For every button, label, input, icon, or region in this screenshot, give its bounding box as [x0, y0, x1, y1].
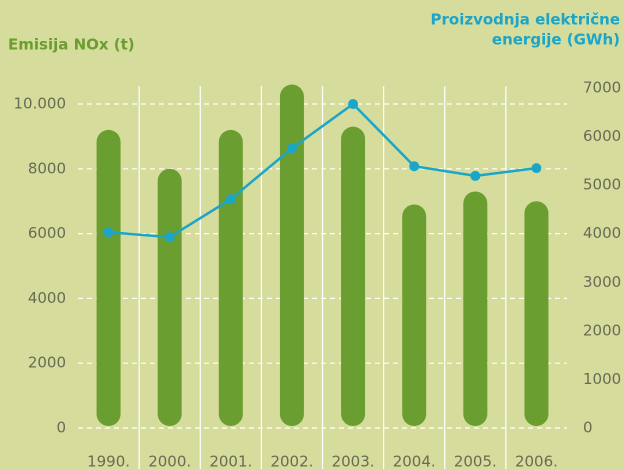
y2-tick-label: 2000: [583, 321, 621, 339]
bar: [279, 84, 304, 426]
bar: [402, 204, 427, 426]
line-point: [470, 170, 481, 181]
line-point: [531, 163, 542, 174]
y2-axis-title: energije (GWh): [492, 31, 620, 49]
line-point: [225, 194, 236, 205]
y2-tick-label: 4000: [583, 224, 621, 242]
x-tick-label: 2002.: [270, 453, 313, 469]
y-tick-label: 2000: [28, 354, 66, 372]
line-point: [164, 232, 175, 243]
y2-tick-label: 6000: [583, 127, 621, 145]
bar: [463, 191, 488, 426]
bar: [524, 201, 549, 426]
y-tick-label: 0: [56, 419, 66, 437]
line: [108, 102, 537, 239]
line-point: [103, 227, 114, 238]
line-point: [348, 99, 359, 110]
y2-tick-label: 5000: [583, 176, 621, 194]
y2-tick-label: 3000: [583, 273, 621, 291]
y2-axis-title: Proizvodnja električne: [431, 11, 620, 29]
y2-tick-label: 0: [583, 419, 593, 437]
x-tick-label: 2003.: [332, 453, 375, 469]
y2-tick-label: 7000: [583, 79, 621, 97]
bar: [341, 126, 366, 427]
y-tick-label: 4000: [28, 289, 66, 307]
y-axis-title: Emisija NOx (t): [8, 36, 135, 54]
line-point: [409, 161, 420, 172]
bar: [157, 168, 182, 427]
x-tick-label: 2005.: [454, 453, 497, 469]
y-tick-label: 10.000: [14, 95, 67, 113]
y2-tick-label: 1000: [583, 370, 621, 388]
bar: [96, 129, 121, 427]
line-point: [286, 143, 297, 154]
y-tick-label: 6000: [28, 224, 66, 242]
x-tick-label: 2001.: [209, 453, 252, 469]
x-tick-label: 2000.: [148, 453, 191, 469]
x-tick-label: 2004.: [393, 453, 436, 469]
bar: [218, 129, 243, 427]
y-tick-label: 8000: [28, 159, 66, 177]
x-tick-label: 1990.: [87, 453, 130, 469]
x-tick-label: 2006.: [515, 453, 558, 469]
